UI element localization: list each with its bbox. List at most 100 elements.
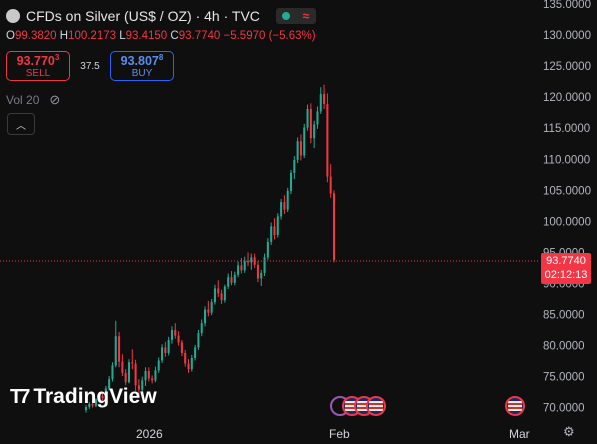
sell-button[interactable]: 93.7703 SELL	[6, 51, 70, 81]
volume-label: Vol 20	[6, 93, 40, 107]
us-flag-icon[interactable]	[366, 396, 386, 416]
price-tick-label: 85.0000	[543, 310, 585, 322]
candle-down	[283, 202, 286, 210]
low-value: 93.4150	[125, 30, 168, 42]
chevron-up-icon: ︿	[16, 120, 26, 132]
candle-up	[114, 336, 117, 366]
candle-up	[141, 380, 144, 390]
candle-down	[332, 193, 336, 260]
status-indicators: ≈	[275, 8, 316, 24]
candle-down	[137, 385, 140, 390]
candle-down	[118, 336, 121, 362]
candle-down	[131, 362, 134, 364]
price-tick-label: 135.0000	[543, 0, 591, 11]
tradingview-mark-icon: T7	[10, 385, 30, 408]
price-tick-label: 70.0000	[543, 403, 585, 415]
sell-label: SELL	[25, 68, 51, 80]
candle-up	[197, 333, 200, 348]
high-label: H	[59, 30, 69, 42]
gear-icon[interactable]: ⚙	[563, 424, 575, 439]
eye-hidden-icon[interactable]: ⊘	[49, 92, 61, 107]
candle-up	[306, 108, 309, 128]
candles-layer	[84, 84, 336, 413]
candle-up	[276, 216, 279, 236]
green-dot-icon	[281, 12, 290, 20]
time-tick-label: 2026	[136, 427, 163, 441]
time-axis[interactable]: 2026 Feb Mar	[136, 427, 530, 441]
price-tick-label: 100.0000	[543, 216, 591, 228]
candle-down	[174, 330, 177, 336]
candle-up	[296, 141, 299, 160]
candle-up	[213, 288, 216, 303]
candle-up	[111, 365, 114, 380]
candle-down	[187, 363, 190, 370]
candle-down	[309, 108, 312, 139]
candle-down	[299, 141, 302, 156]
market-open-indicator[interactable]	[275, 8, 296, 24]
open-label: O	[6, 30, 15, 42]
close-value: 93.7740	[178, 30, 221, 42]
economic-event-mar[interactable]	[505, 396, 525, 418]
us-flag-icon[interactable]	[505, 396, 525, 416]
buy-button[interactable]: 93.8078 BUY	[110, 51, 174, 81]
candle-up	[227, 277, 230, 287]
volume-indicator[interactable]: Vol 20 ⊘	[6, 92, 60, 108]
candle-up	[194, 347, 197, 358]
candle-up	[316, 111, 319, 125]
economic-events-group[interactable]	[330, 396, 386, 418]
price-tick-label: 80.0000	[543, 341, 585, 353]
candle-down	[134, 363, 137, 386]
candle-down	[151, 378, 154, 381]
candle-down	[220, 293, 223, 301]
candle-down	[147, 371, 150, 379]
price-tick-label: 115.0000	[543, 123, 590, 135]
symbol-title[interactable]: CFDs on Silver (US$ / OZ) · 4h · TVC	[26, 8, 260, 24]
candle-down	[329, 176, 332, 194]
candle-up	[280, 202, 283, 217]
candle-down	[240, 265, 243, 271]
candle-up	[270, 226, 273, 242]
candle-down	[101, 395, 104, 399]
candle-down	[207, 309, 210, 313]
candle-down	[164, 347, 167, 354]
collapse-legend-button[interactable]: ︿	[7, 113, 35, 135]
tradingview-logo[interactable]: T7 TradingView	[10, 385, 157, 409]
candle-down	[91, 403, 94, 406]
candle-down	[273, 226, 276, 236]
candle-up	[170, 330, 173, 340]
trade-panel: 93.7703 SELL 37.5 93.8078 BUY	[6, 51, 174, 81]
candle-down	[184, 353, 187, 364]
candle-down	[323, 94, 326, 104]
candle-up	[233, 274, 236, 283]
low-label: L	[119, 30, 126, 42]
price-axis[interactable]: 135.0000 130.0000 125.0000 120.0000 115.0000…	[543, 0, 591, 415]
price-tick-label: 75.0000	[543, 372, 585, 384]
candle-up	[204, 309, 207, 324]
silver-symbol-icon[interactable]	[6, 9, 20, 23]
close-label: C	[170, 30, 179, 42]
candle-up	[127, 362, 131, 383]
candle-up	[303, 127, 306, 156]
data-problem-indicator[interactable]: ≈	[295, 8, 316, 24]
candle-up	[250, 257, 253, 263]
candle-up	[157, 360, 160, 371]
sell-price-pip: 3	[54, 53, 60, 62]
price-tick-label: 105.0000	[543, 185, 591, 197]
price-tick-label: 120.0000	[543, 92, 591, 104]
candle-up	[263, 257, 266, 273]
price-tick-label: 130.0000	[543, 30, 591, 42]
price-tick-label: 125.0000	[543, 61, 591, 73]
candle-up	[286, 190, 289, 210]
candle-up	[319, 94, 322, 112]
time-tick-label: Mar	[509, 427, 530, 441]
candle-up	[94, 399, 97, 406]
candle-up	[293, 159, 296, 173]
candle-down	[230, 277, 233, 283]
buy-price-pip: 8	[158, 53, 164, 62]
candle-down	[217, 288, 220, 294]
chart-header: CFDs on Silver (US$ / OZ) · 4h · TVC ≈	[6, 8, 316, 24]
candle-up	[237, 265, 240, 275]
candle-up	[313, 124, 316, 139]
candle-down	[253, 257, 256, 265]
